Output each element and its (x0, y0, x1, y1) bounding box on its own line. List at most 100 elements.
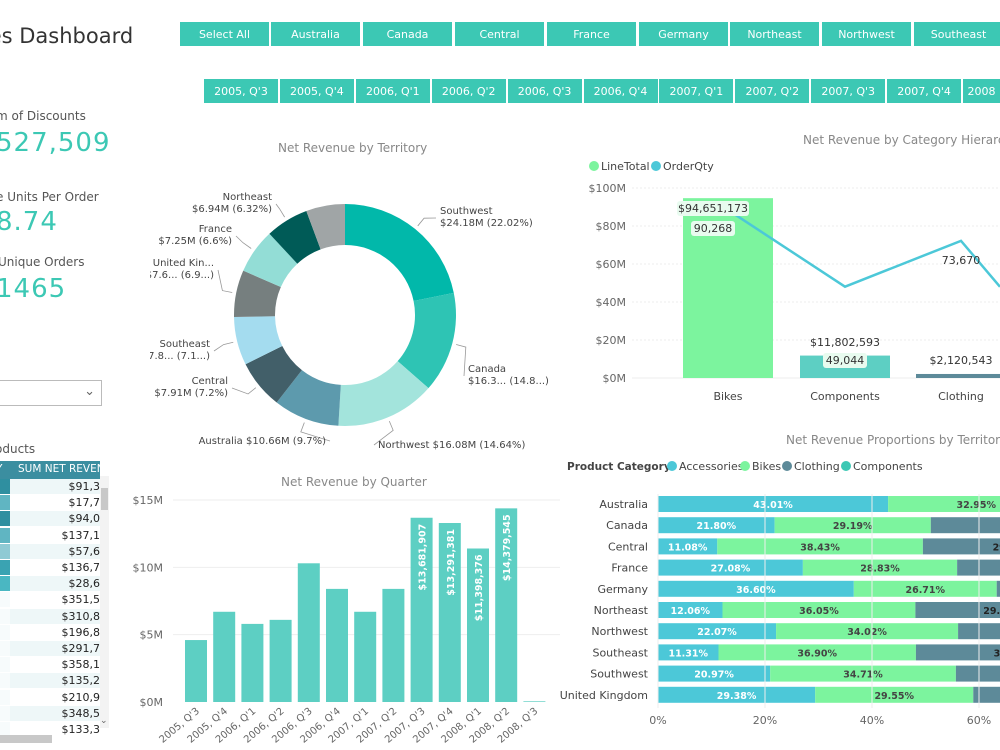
stacked-bar-label: 34.02% (847, 627, 887, 638)
territory-slicer-france[interactable]: France (547, 22, 636, 46)
stacked-bar-clothing[interactable] (996, 580, 1000, 597)
territory-slicer-southeast[interactable]: Southeast (914, 22, 1000, 46)
scroll-down-icon[interactable]: ⌄ (100, 716, 108, 726)
donut-slice-germany[interactable] (306, 204, 345, 250)
territory-slicer-germany[interactable]: Germany (639, 22, 728, 46)
table-cell-net-revenue: $348,5 (61, 706, 101, 720)
table-row[interactable]: 3 $310,8 (0, 608, 100, 624)
stacked-bar-accessories[interactable] (658, 644, 719, 661)
stacked-bar-clothing[interactable] (930, 517, 1000, 534)
territory-slicer-canada[interactable]: Canada (363, 22, 452, 46)
quarter-bar[interactable] (382, 588, 405, 702)
stacked-bar-accessories[interactable] (658, 538, 718, 555)
donut-slice-northwest[interactable] (338, 361, 429, 426)
quarter-bar[interactable] (495, 508, 518, 702)
table-row[interactable]: 1 $358,1 (0, 657, 100, 673)
stacked-bar-bikes[interactable] (888, 496, 1000, 512)
column-header-net-revenue[interactable]: SUM NET REVEN (18, 463, 100, 475)
table-row[interactable]: 5 $291,7 (0, 641, 100, 656)
stacked-bar-bikes[interactable] (717, 538, 923, 555)
quarter-slicer-2006-q-3[interactable]: 2006, Q'3 (507, 79, 582, 103)
stacked-bar-bikes[interactable] (718, 644, 916, 661)
quarter-bar[interactable] (185, 640, 207, 702)
quarter-slicer-2007-q-3[interactable]: 2007, Q'3 (811, 79, 886, 103)
quarter-slicer-2006-q-4[interactable]: 2006, Q'4 (583, 79, 658, 103)
donut-value-united-kingdom: $7.6... (6.9...) (150, 270, 214, 281)
quarter-bar[interactable] (326, 588, 348, 702)
quarter-slicer-2007-q-2[interactable]: 2007, Q'2 (735, 79, 810, 103)
stacked-bar-bikes[interactable] (776, 623, 959, 640)
stacked-bar-clothing[interactable] (915, 644, 1000, 661)
table-row[interactable]: 6 $28,6 (0, 576, 101, 592)
column-header-a[interactable]: Y (0, 463, 2, 475)
donut-slice-australia[interactable] (276, 370, 341, 426)
quarter-bar[interactable] (438, 523, 461, 702)
table-row[interactable]: 8 $196,8 (0, 624, 100, 640)
territory-slicer-northwest[interactable]: Northwest (822, 22, 911, 46)
orderqty-line[interactable] (727, 208, 1000, 289)
quarter-bar[interactable] (241, 623, 264, 702)
donut-slice-canada[interactable] (397, 292, 456, 389)
quarter-bar[interactable] (410, 517, 433, 702)
stacked-bar-clothing[interactable] (973, 686, 1000, 703)
table-row[interactable]: 2 $135,2 (0, 673, 100, 689)
stacked-bar-accessories[interactable] (658, 602, 723, 618)
quarter-slicer-2006-q-1[interactable]: 2006, Q'1 (355, 79, 430, 103)
donut-slice-southeast[interactable] (234, 316, 283, 365)
donut-slice-central[interactable] (245, 346, 302, 403)
quarter-bar[interactable] (297, 563, 320, 702)
donut-slice-southwest[interactable] (345, 204, 454, 302)
stacked-bar-accessories[interactable] (658, 623, 777, 640)
donut-slice-united-kingdom[interactable] (234, 270, 281, 318)
territory-slicer-northeast[interactable]: Northeast (730, 22, 819, 46)
table-row[interactable]: 0 $133,3 (0, 722, 100, 737)
stacked-bar-bikes[interactable] (770, 665, 956, 682)
quarter-slicer-2007-q-1[interactable]: 2007, Q'1 (659, 79, 734, 103)
y-tick-label: $40M (596, 296, 627, 309)
stacked-bar-bikes[interactable] (853, 580, 997, 597)
stacked-bar-clothing[interactable] (922, 538, 1000, 555)
horizontal-scrollbar[interactable] (0, 735, 52, 743)
table-row[interactable]: 2 $91,3 (0, 479, 100, 494)
territory-slicer-australia[interactable]: Australia (271, 22, 360, 46)
stacked-bar-clothing[interactable] (955, 665, 1000, 682)
table-scrollbar[interactable]: ⌄ (100, 476, 109, 728)
table-row[interactable]: 2 $210,9 (0, 689, 100, 705)
category-bar-clothing[interactable] (916, 373, 1000, 378)
stacked-bar-accessories[interactable] (658, 580, 854, 597)
scrollbar-thumb[interactable] (101, 488, 108, 510)
quarter-bar[interactable] (213, 611, 236, 702)
donut-slice-northeast[interactable] (269, 210, 321, 264)
stacked-bar-accessories[interactable] (658, 496, 889, 512)
table-row[interactable]: 0 $348,5 (0, 705, 101, 721)
filter-dropdown[interactable]: ⌄ (0, 380, 102, 406)
stacked-bar-accessories[interactable] (658, 559, 803, 576)
stacked-bar-accessories[interactable] (658, 686, 816, 703)
table-cell-net-revenue: $28,6 (68, 577, 101, 591)
territory-slicer-select-all[interactable]: Select All (180, 22, 269, 46)
quarter-slicer-2005-q-3[interactable]: 2005, Q'3 (204, 79, 278, 103)
stacked-bar-bikes[interactable] (774, 517, 931, 534)
table-row[interactable]: 2 $94,0 (0, 511, 100, 527)
stacked-bar-accessories[interactable] (658, 517, 775, 534)
stacked-bar-accessories[interactable] (658, 665, 771, 682)
quarter-slicer-2006-q-2[interactable]: 2006, Q'2 (431, 79, 506, 103)
donut-slice-france[interactable] (243, 233, 298, 288)
quarter-bar[interactable] (523, 701, 546, 702)
quarter-slicer-2005-q-4[interactable]: 2005, Q'4 (279, 79, 354, 103)
stacked-bar-bikes[interactable] (815, 686, 974, 703)
quarter-slicer-2007-q-4[interactable]: 2007, Q'4 (887, 79, 962, 103)
table-row[interactable]: 4 $136,7 (0, 560, 100, 575)
stacked-bar-label: 11.08% (668, 542, 708, 553)
table-row[interactable]: 4 $351,5 (0, 592, 100, 608)
stacked-bar-bikes[interactable] (722, 602, 916, 618)
table-row[interactable]: 9 $57,6 (0, 543, 100, 559)
territory-slicer-central[interactable]: Central (455, 22, 544, 46)
quarter-bar[interactable] (467, 548, 489, 702)
quarter-bar[interactable] (269, 619, 292, 702)
quarter-slicer-2008[interactable]: 2008 (963, 79, 1000, 103)
stacked-bar-bikes[interactable] (802, 559, 958, 576)
quarter-bar[interactable] (354, 611, 377, 702)
table-row[interactable]: 5 $137,1 (0, 527, 100, 543)
table-row[interactable]: 4 $17,7 (0, 495, 100, 511)
